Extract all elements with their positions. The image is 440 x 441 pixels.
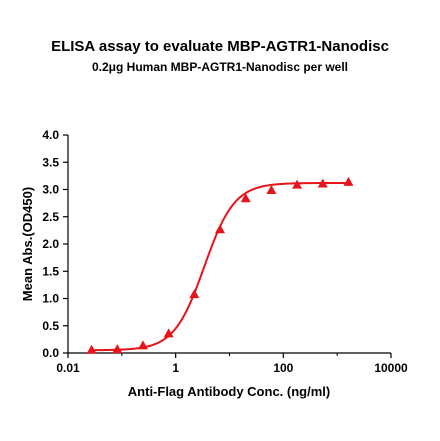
fit-curve [91,181,349,352]
data-point-triangle [266,185,277,195]
data-point-triangle [240,193,251,203]
data-point-triangle [215,224,226,234]
chart-title: ELISA assay to evaluate MBP-AGTR1-Nanodi… [51,38,389,55]
x-tick-label: 10000 [374,361,408,375]
axes: 0.0 0.5 1.0 1.5 2.0 2.5 3.0 3.5 4.0 0.01 1 100 10000 [42,128,408,375]
y-axis-title: Mean Abs.(OD450) [20,187,35,301]
y-tick-label: 1.5 [42,264,59,278]
y-tick-label: 4.0 [42,128,59,142]
data-point-triangle [343,176,354,186]
data-point-triangle [189,289,200,299]
x-axis-title: Anti-Flag Antibody Conc. (ng/ml) [128,384,330,399]
data-point-triangle [292,179,303,189]
x-tick-label: 100 [273,361,293,375]
data-points [86,176,354,354]
x-tick-label: 1 [172,361,179,375]
data-point-triangle [163,328,174,338]
y-tick-label: 2.0 [42,237,59,251]
x-tick-label: 0.01 [56,361,80,375]
y-tick-label: 0.0 [42,346,59,360]
y-tick-label: 3.5 [42,155,59,169]
y-tick-label: 0.5 [42,319,59,333]
data-point-triangle [112,344,123,354]
y-tick-label: 2.5 [42,210,59,224]
y-tick-label: 1.0 [42,292,59,306]
data-point-triangle [317,178,328,188]
chart-subtitle: 0.2μg Human MBP-AGTR1-Nanodisc per well [91,60,349,74]
y-tick-label: 3.0 [42,183,59,197]
fit-curve-layer [91,181,349,352]
data-point-triangle [137,340,148,350]
data-point-triangle [86,344,97,354]
